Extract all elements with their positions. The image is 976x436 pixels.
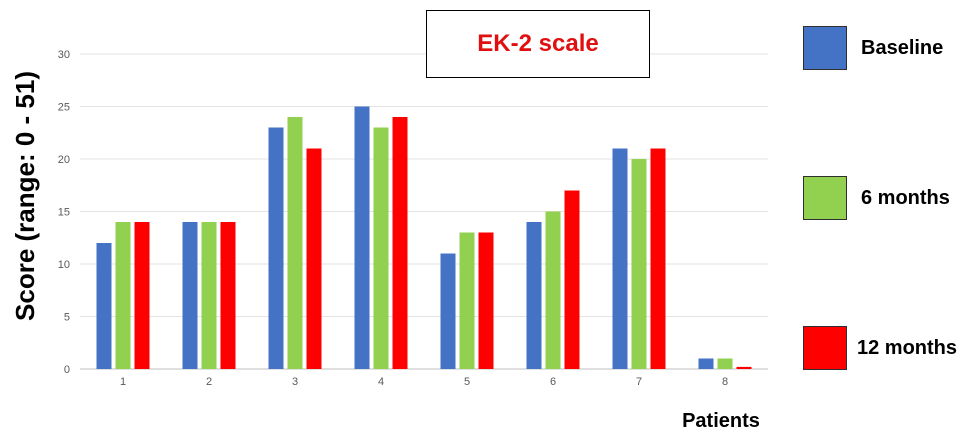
bar-12-months-patient-7 <box>650 148 666 369</box>
x-tick-label: 8 <box>722 376 728 388</box>
x-tick-label: 3 <box>292 376 298 388</box>
y-tick-label: 30 <box>58 49 70 61</box>
legend-swatch-12-months <box>803 326 847 370</box>
x-tick-label: 5 <box>464 376 470 388</box>
bar-6-months-patient-2 <box>201 222 217 369</box>
bar-12-months-patient-6 <box>564 190 580 369</box>
x-tick-label: 7 <box>636 376 642 388</box>
x-tick-label: 4 <box>378 376 384 388</box>
y-tick-label: 10 <box>58 259 70 271</box>
bar-6-months-patient-5 <box>459 232 475 369</box>
legend-label-6-months: 6 months <box>861 186 950 209</box>
y-tick-label: 5 <box>64 312 70 324</box>
bar-baseline-patient-1 <box>96 243 112 369</box>
x-axis-ticks: 1 2 3 4 5 6 7 8 <box>120 376 728 388</box>
legend-swatch-baseline <box>803 26 847 70</box>
bar-12-months-patient-1 <box>134 222 150 369</box>
x-tick-label: 6 <box>550 376 556 388</box>
bars <box>96 106 752 369</box>
bar-12-months-patient-3 <box>306 148 322 369</box>
bar-6-months-patient-8 <box>717 358 733 369</box>
legend-item-12-months: 12 months <box>803 326 957 370</box>
bar-12-months-patient-8 <box>736 366 752 369</box>
chart-title-box: EK-2 scale <box>426 10 650 78</box>
legend-label-12-months: 12 months <box>857 336 958 359</box>
chart-title: EK-2 scale <box>477 30 599 57</box>
bar-6-months-patient-3 <box>287 117 303 369</box>
bar-baseline-patient-6 <box>526 222 542 369</box>
y-axis-ticks: 0 5 10 15 20 25 30 <box>58 49 70 376</box>
x-tick-label: 2 <box>206 376 212 388</box>
bar-baseline-patient-7 <box>612 148 628 369</box>
bar-6-months-patient-7 <box>631 159 647 369</box>
bar-12-months-patient-4 <box>392 117 408 369</box>
y-tick-label: 0 <box>64 364 70 376</box>
bar-baseline-patient-8 <box>698 358 714 369</box>
legend-swatch-6-months <box>803 176 847 220</box>
legend-item-6-months: 6 months <box>803 176 950 220</box>
y-tick-label: 15 <box>58 207 70 219</box>
bar-12-months-patient-2 <box>220 222 236 369</box>
x-axis-label: Patients <box>682 410 760 432</box>
y-tick-label: 25 <box>58 102 70 114</box>
bar-baseline-patient-5 <box>440 253 456 369</box>
legend-item-baseline: Baseline <box>803 26 943 70</box>
y-axis-label: Score (range: 0 - 51) <box>10 71 40 321</box>
bar-6-months-patient-1 <box>115 222 131 369</box>
bar-12-months-patient-5 <box>478 232 494 369</box>
y-tick-label: 20 <box>58 154 70 166</box>
bar-6-months-patient-4 <box>373 127 389 369</box>
legend-label-baseline: Baseline <box>861 36 944 59</box>
bar-baseline-patient-4 <box>354 106 370 369</box>
x-tick-label: 1 <box>120 376 126 388</box>
bar-6-months-patient-6 <box>545 211 561 369</box>
bar-baseline-patient-2 <box>182 222 198 369</box>
bar-baseline-patient-3 <box>268 127 284 369</box>
